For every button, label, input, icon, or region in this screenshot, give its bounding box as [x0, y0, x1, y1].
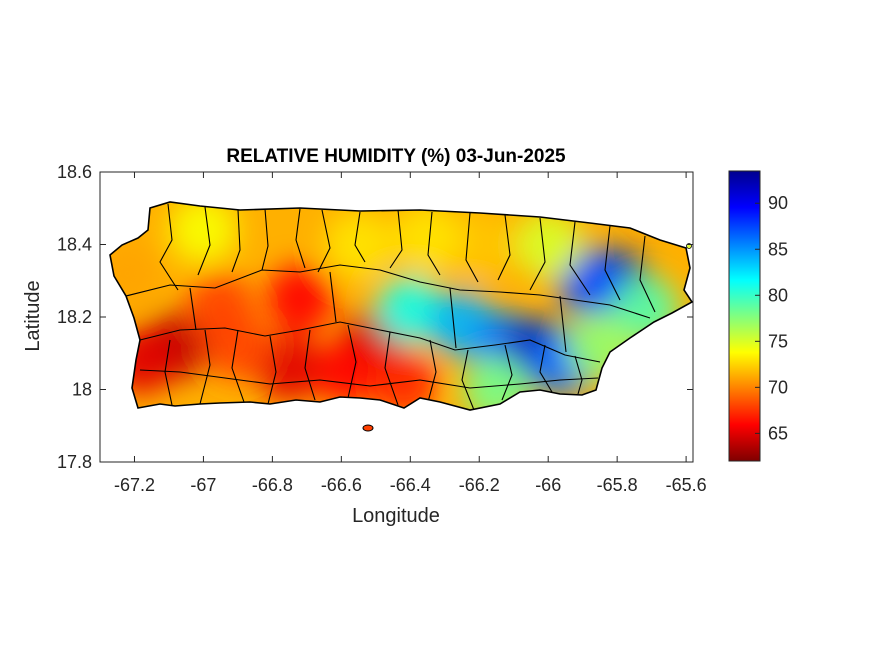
municipality-boundaries	[125, 203, 656, 410]
humidity-sample-23	[393, 203, 462, 272]
humidity-sample-22	[445, 210, 514, 279]
humidity-sample-18	[514, 210, 583, 279]
x-tick-label: -67	[190, 475, 216, 495]
colorbar-ticks: 65 70 75 80 85 90	[755, 193, 788, 443]
humidity-sample-19	[324, 210, 393, 279]
x-axis-label: Longitude	[352, 505, 440, 527]
colorbar-tick-label: 70	[768, 377, 788, 397]
humidity-sample-8	[203, 312, 272, 380]
x-tick-label: -66.2	[459, 475, 500, 495]
colorbar-tick-label: 80	[768, 285, 788, 305]
x-tick-label: -66.8	[252, 475, 293, 495]
x-tick-label: -65.6	[666, 475, 707, 495]
colorbar-tick-label: 65	[768, 423, 788, 443]
humidity-sample-5	[265, 264, 334, 333]
island-coastline	[109, 201, 694, 411]
y-tick-label: 18.2	[57, 307, 92, 327]
x-tick-label: -66.6	[321, 475, 362, 495]
colorbar-tick-label: 85	[768, 239, 788, 259]
humidity-sample-4	[314, 337, 383, 406]
x-tick-label: -67.2	[114, 475, 155, 495]
y-tick-label: 18.4	[57, 235, 92, 255]
y-tick-label: 18	[72, 380, 92, 400]
x-tick-label: -65.8	[597, 475, 638, 495]
islet-caja-de-muerto	[362, 424, 374, 432]
y-tick-label: 17.8	[57, 452, 92, 472]
y-axis-ticks: 17.8 18 18.2 18.4 18.6	[57, 162, 693, 472]
x-tick-label: -66	[535, 475, 561, 495]
colorbar-tick-label: 75	[768, 331, 788, 351]
humidity-sample-20	[169, 202, 238, 264]
colorbar-tick-label: 90	[768, 193, 788, 213]
x-tick-label: -66.4	[390, 475, 431, 495]
y-tick-label: 18.6	[57, 162, 92, 182]
y-axis-label: Latitude	[22, 280, 44, 351]
colorbar	[728, 170, 761, 462]
humidity-sample-9	[376, 275, 445, 344]
x-axis-ticks: -67.2 -67 -66.8 -66.6 -66.4 -66.2 -66 -65.8 -65.…	[114, 172, 707, 495]
chart-title: RELATIVE HUMIDITY (%) 03-Jun-2025	[226, 146, 566, 167]
